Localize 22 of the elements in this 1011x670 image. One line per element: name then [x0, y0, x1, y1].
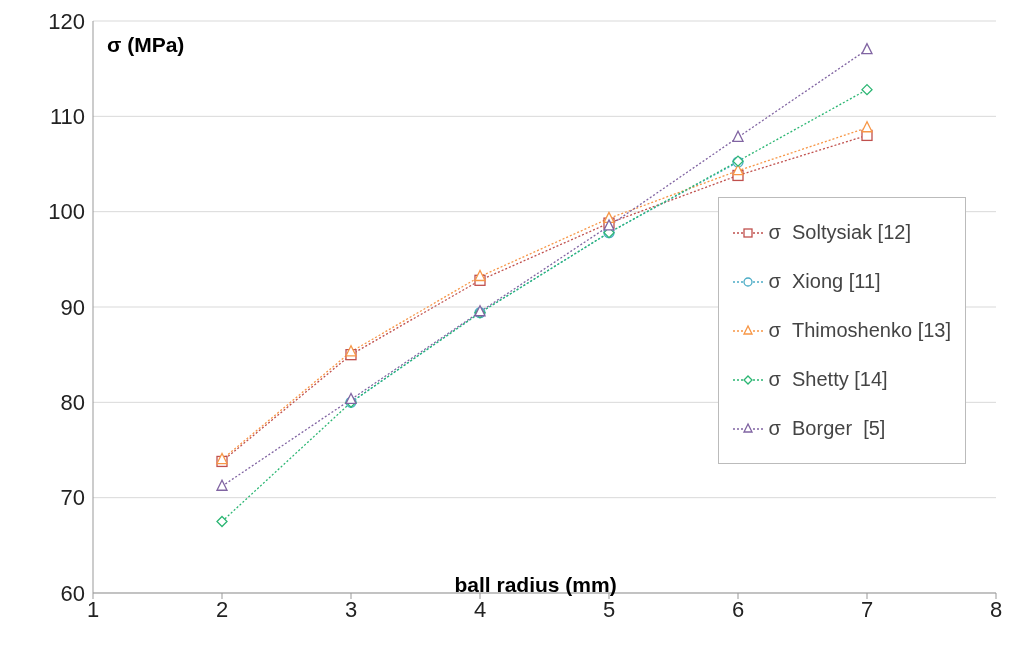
y-tick-label: 80	[60, 390, 85, 416]
legend-label: σ Thimoshenko [13]	[768, 319, 951, 342]
x-tick-label: 8	[989, 596, 1003, 622]
x-tick-label: 6	[731, 596, 745, 622]
x-tick-label: 7	[860, 596, 874, 622]
y-tick-label: 110	[49, 104, 85, 130]
legend-label: σ Shetty [14]	[768, 368, 888, 391]
y-tick-label: 120	[48, 8, 85, 34]
x-tick-label: 5	[602, 596, 616, 622]
y-axis-title: σ (MPa)	[107, 33, 185, 57]
legend-label: σ Xiong [11]	[768, 270, 881, 293]
x-axis-title: ball radius (mm)	[454, 573, 617, 597]
y-tick-label: 90	[60, 294, 85, 320]
x-tick-label: 2	[215, 596, 229, 622]
legend-label: σ Soltysiak [12]	[768, 221, 911, 244]
y-tick-label: 60	[60, 580, 85, 606]
y-tick-label: 100	[48, 199, 85, 225]
x-tick-label: 1	[86, 596, 100, 622]
x-tick-label: 4	[473, 596, 487, 622]
legend-label: σ Borger [5]	[768, 417, 886, 440]
y-tick-label: 70	[60, 485, 85, 511]
x-tick-label: 3	[344, 596, 358, 622]
